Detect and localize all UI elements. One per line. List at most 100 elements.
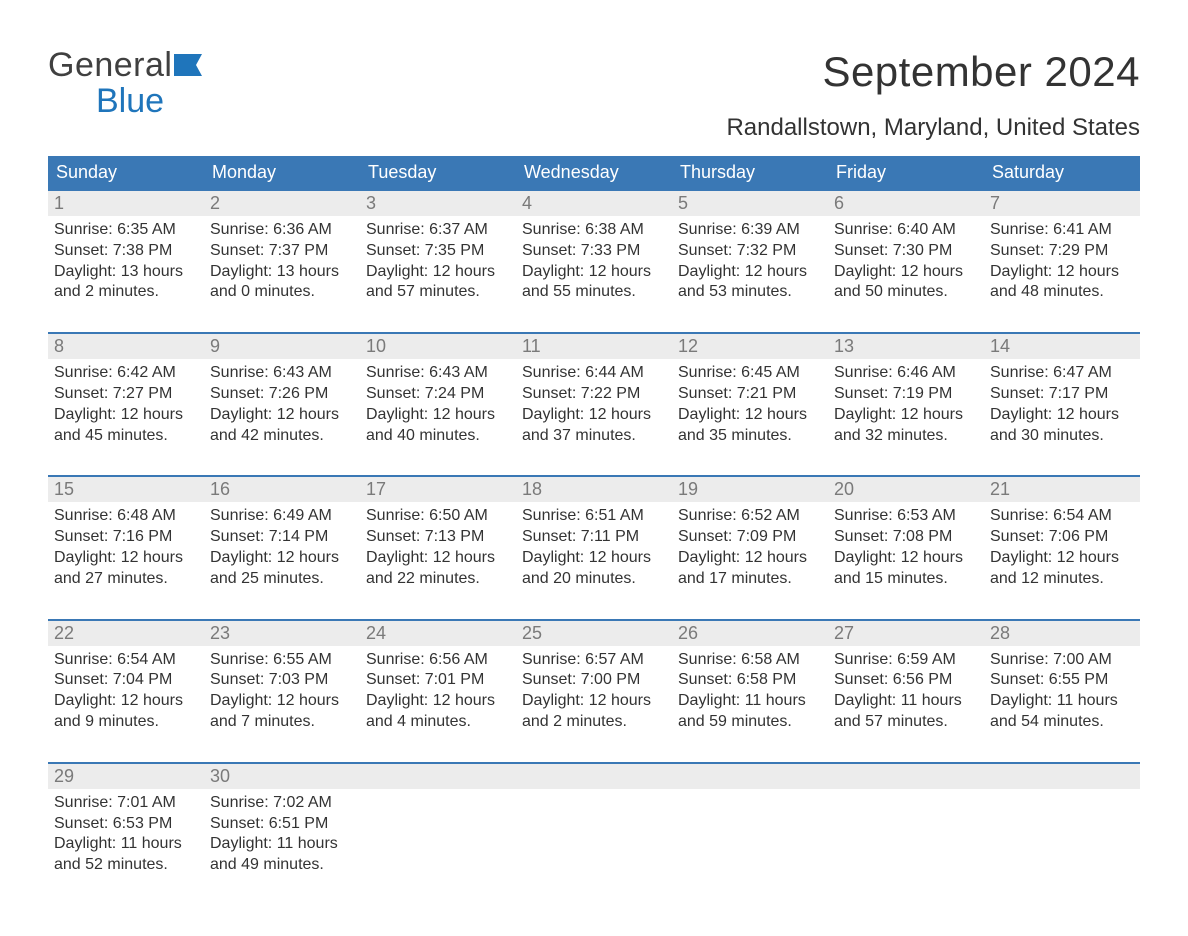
daylight1-line: Daylight: 13 hours bbox=[210, 262, 354, 283]
day-number: 28 bbox=[984, 620, 1140, 646]
daylight1-line: Daylight: 12 hours bbox=[54, 548, 198, 569]
sunset-line: Sunset: 7:35 PM bbox=[366, 241, 510, 262]
day-number: 23 bbox=[204, 620, 360, 646]
sunset-line: Sunset: 7:00 PM bbox=[522, 670, 666, 691]
sunrise-line: Sunrise: 6:38 AM bbox=[522, 220, 666, 241]
week-separator bbox=[48, 446, 1140, 476]
day-details: Sunrise: 6:54 AMSunset: 7:06 PMDaylight:… bbox=[984, 502, 1140, 589]
daylight2-line: and 9 minutes. bbox=[54, 712, 198, 733]
sunrise-line: Sunrise: 6:42 AM bbox=[54, 363, 198, 384]
day-details: Sunrise: 6:46 AMSunset: 7:19 PMDaylight:… bbox=[828, 359, 984, 446]
daylight1-line: Daylight: 12 hours bbox=[678, 262, 822, 283]
day-number: 19 bbox=[672, 476, 828, 502]
sunset-line: Sunset: 6:51 PM bbox=[210, 814, 354, 835]
day-number: 21 bbox=[984, 476, 1140, 502]
sunset-line: Sunset: 7:37 PM bbox=[210, 241, 354, 262]
day-details: Sunrise: 6:50 AMSunset: 7:13 PMDaylight:… bbox=[360, 502, 516, 589]
daylight1-line: Daylight: 12 hours bbox=[522, 548, 666, 569]
day-details: Sunrise: 6:51 AMSunset: 7:11 PMDaylight:… bbox=[516, 502, 672, 589]
sunrise-line: Sunrise: 6:35 AM bbox=[54, 220, 198, 241]
daylight1-line: Daylight: 12 hours bbox=[834, 405, 978, 426]
day-number: 3 bbox=[360, 190, 516, 216]
day-number-row: 891011121314 bbox=[48, 333, 1140, 359]
sunrise-line: Sunrise: 7:00 AM bbox=[990, 650, 1134, 671]
sunset-line: Sunset: 6:55 PM bbox=[990, 670, 1134, 691]
day-number: 4 bbox=[516, 190, 672, 216]
sunrise-line: Sunrise: 6:54 AM bbox=[990, 506, 1134, 527]
day-number: 29 bbox=[48, 763, 204, 789]
daylight1-line: Daylight: 12 hours bbox=[210, 691, 354, 712]
daylight1-line: Daylight: 12 hours bbox=[990, 548, 1134, 569]
sunrise-line: Sunrise: 6:43 AM bbox=[366, 363, 510, 384]
sunrise-line: Sunrise: 6:44 AM bbox=[522, 363, 666, 384]
daylight2-line: and 48 minutes. bbox=[990, 282, 1134, 303]
day-number: 9 bbox=[204, 333, 360, 359]
daylight2-line: and 27 minutes. bbox=[54, 569, 198, 590]
sunrise-line: Sunrise: 6:46 AM bbox=[834, 363, 978, 384]
daylight2-line: and 49 minutes. bbox=[210, 855, 354, 876]
column-header: Thursday bbox=[672, 156, 828, 190]
day-number: 17 bbox=[360, 476, 516, 502]
header-row: General Blue September 2024 Randallstown… bbox=[48, 48, 1140, 142]
day-details: Sunrise: 6:38 AMSunset: 7:33 PMDaylight:… bbox=[516, 216, 672, 303]
sunset-line: Sunset: 6:58 PM bbox=[678, 670, 822, 691]
title-block: September 2024 Randallstown, Maryland, U… bbox=[726, 48, 1140, 142]
day-details: Sunrise: 6:35 AMSunset: 7:38 PMDaylight:… bbox=[48, 216, 204, 303]
sunrise-line: Sunrise: 7:01 AM bbox=[54, 793, 198, 814]
day-details-row: Sunrise: 6:54 AMSunset: 7:04 PMDaylight:… bbox=[48, 646, 1140, 733]
daylight2-line: and 55 minutes. bbox=[522, 282, 666, 303]
day-details-row: Sunrise: 6:48 AMSunset: 7:16 PMDaylight:… bbox=[48, 502, 1140, 589]
column-header: Saturday bbox=[984, 156, 1140, 190]
day-number-empty bbox=[984, 763, 1140, 789]
calendar-header: SundayMondayTuesdayWednesdayThursdayFrid… bbox=[48, 156, 1140, 190]
brand-logo-text: General Blue bbox=[48, 48, 202, 119]
day-details-empty bbox=[516, 789, 672, 876]
daylight1-line: Daylight: 11 hours bbox=[678, 691, 822, 712]
daylight1-line: Daylight: 11 hours bbox=[54, 834, 198, 855]
daylight2-line: and 37 minutes. bbox=[522, 426, 666, 447]
daylight2-line: and 2 minutes. bbox=[522, 712, 666, 733]
daylight1-line: Daylight: 12 hours bbox=[366, 405, 510, 426]
daylight2-line: and 35 minutes. bbox=[678, 426, 822, 447]
day-number: 30 bbox=[204, 763, 360, 789]
day-details: Sunrise: 6:44 AMSunset: 7:22 PMDaylight:… bbox=[516, 359, 672, 446]
day-details-empty bbox=[672, 789, 828, 876]
sunset-line: Sunset: 6:53 PM bbox=[54, 814, 198, 835]
day-details: Sunrise: 6:59 AMSunset: 6:56 PMDaylight:… bbox=[828, 646, 984, 733]
day-number: 20 bbox=[828, 476, 984, 502]
day-number-row: 22232425262728 bbox=[48, 620, 1140, 646]
sunrise-line: Sunrise: 6:47 AM bbox=[990, 363, 1134, 384]
day-number-empty bbox=[516, 763, 672, 789]
day-details-row: Sunrise: 7:01 AMSunset: 6:53 PMDaylight:… bbox=[48, 789, 1140, 876]
day-details: Sunrise: 6:53 AMSunset: 7:08 PMDaylight:… bbox=[828, 502, 984, 589]
sunrise-line: Sunrise: 6:58 AM bbox=[678, 650, 822, 671]
sunset-line: Sunset: 7:13 PM bbox=[366, 527, 510, 548]
sunset-line: Sunset: 7:30 PM bbox=[834, 241, 978, 262]
sunset-line: Sunset: 7:21 PM bbox=[678, 384, 822, 405]
daylight1-line: Daylight: 12 hours bbox=[54, 691, 198, 712]
sunrise-line: Sunrise: 7:02 AM bbox=[210, 793, 354, 814]
daylight2-line: and 15 minutes. bbox=[834, 569, 978, 590]
sunset-line: Sunset: 7:06 PM bbox=[990, 527, 1134, 548]
sunset-line: Sunset: 7:33 PM bbox=[522, 241, 666, 262]
daylight1-line: Daylight: 12 hours bbox=[834, 262, 978, 283]
sunset-line: Sunset: 7:16 PM bbox=[54, 527, 198, 548]
daylight2-line: and 4 minutes. bbox=[366, 712, 510, 733]
daylight2-line: and 17 minutes. bbox=[678, 569, 822, 590]
sunset-line: Sunset: 7:26 PM bbox=[210, 384, 354, 405]
daylight2-line: and 50 minutes. bbox=[834, 282, 978, 303]
daylight2-line: and 42 minutes. bbox=[210, 426, 354, 447]
day-details: Sunrise: 6:42 AMSunset: 7:27 PMDaylight:… bbox=[48, 359, 204, 446]
sunrise-line: Sunrise: 6:43 AM bbox=[210, 363, 354, 384]
day-details: Sunrise: 6:58 AMSunset: 6:58 PMDaylight:… bbox=[672, 646, 828, 733]
sunset-line: Sunset: 7:11 PM bbox=[522, 527, 666, 548]
day-number: 5 bbox=[672, 190, 828, 216]
daylight2-line: and 25 minutes. bbox=[210, 569, 354, 590]
day-details: Sunrise: 6:40 AMSunset: 7:30 PMDaylight:… bbox=[828, 216, 984, 303]
day-details: Sunrise: 6:41 AMSunset: 7:29 PMDaylight:… bbox=[984, 216, 1140, 303]
daylight2-line: and 20 minutes. bbox=[522, 569, 666, 590]
daylight2-line: and 12 minutes. bbox=[990, 569, 1134, 590]
day-number: 25 bbox=[516, 620, 672, 646]
day-number: 24 bbox=[360, 620, 516, 646]
sunrise-line: Sunrise: 6:37 AM bbox=[366, 220, 510, 241]
